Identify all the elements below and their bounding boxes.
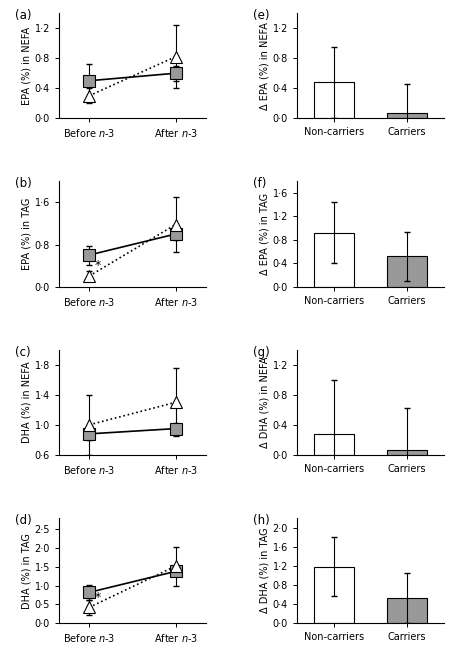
Text: (c): (c) bbox=[15, 346, 30, 359]
Bar bbox=[313, 434, 354, 455]
Bar bbox=[387, 256, 428, 287]
Y-axis label: EPA (%) in NEFA: EPA (%) in NEFA bbox=[22, 27, 32, 105]
Y-axis label: Δ EPA (%) in NEFA: Δ EPA (%) in NEFA bbox=[260, 22, 270, 110]
Y-axis label: EPA (%) in TAG: EPA (%) in TAG bbox=[22, 198, 32, 270]
Text: (e): (e) bbox=[253, 9, 270, 22]
Text: *: * bbox=[95, 259, 101, 272]
Y-axis label: Δ DHA (%) in TAG: Δ DHA (%) in TAG bbox=[260, 528, 270, 613]
Bar bbox=[387, 113, 428, 118]
Bar bbox=[387, 598, 428, 623]
Y-axis label: Δ DHA (%) in NEFA: Δ DHA (%) in NEFA bbox=[260, 357, 270, 448]
Bar bbox=[313, 82, 354, 118]
Y-axis label: Δ EPA (%) in TAG: Δ EPA (%) in TAG bbox=[260, 193, 270, 275]
Text: (a): (a) bbox=[15, 9, 31, 22]
Bar bbox=[313, 233, 354, 287]
Text: (f): (f) bbox=[253, 177, 266, 190]
Text: (h): (h) bbox=[253, 514, 270, 527]
Bar bbox=[313, 567, 354, 623]
Text: *: * bbox=[95, 592, 101, 604]
Y-axis label: DHA (%) in TAG: DHA (%) in TAG bbox=[22, 533, 32, 609]
Text: (b): (b) bbox=[15, 177, 32, 190]
Text: (d): (d) bbox=[15, 514, 32, 527]
Y-axis label: DHA (%) in NEFA: DHA (%) in NEFA bbox=[22, 361, 32, 443]
Text: (g): (g) bbox=[253, 346, 270, 359]
Bar bbox=[387, 449, 428, 455]
